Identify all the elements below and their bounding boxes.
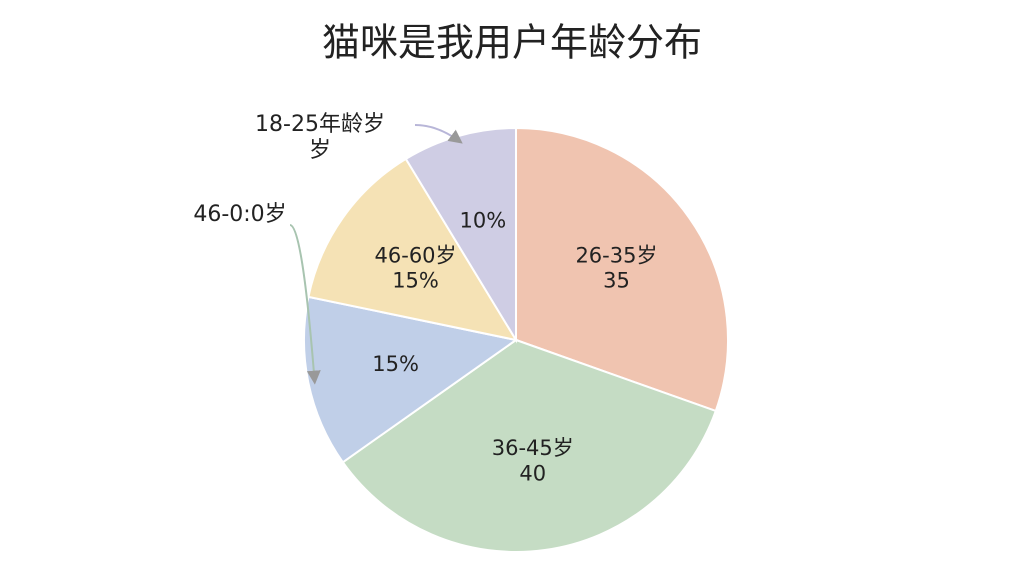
slice-category: 36-45岁 bbox=[492, 436, 574, 460]
leader-line bbox=[414, 124, 463, 144]
chart-title: 猫咪是我用户年龄分布 bbox=[322, 21, 702, 65]
slice-label: 36-45岁 40 bbox=[492, 436, 574, 485]
pie-slice bbox=[341, 338, 718, 553]
annotation: 46-0:0岁 bbox=[193, 202, 286, 227]
slice-category: 46-60岁 bbox=[375, 243, 457, 267]
pie-slice bbox=[515, 126, 729, 413]
slice-value: 15% bbox=[392, 269, 439, 293]
slice-label: 10% bbox=[459, 209, 506, 233]
slice-label: 15% bbox=[372, 352, 419, 376]
slice-label: 26-35岁 35 bbox=[575, 243, 657, 292]
annotation: 18-25年龄岁岁 bbox=[255, 112, 385, 163]
slice-label: 46-60岁 15% bbox=[375, 243, 457, 292]
leader-line bbox=[289, 224, 321, 385]
slice-value: 40 bbox=[519, 461, 546, 485]
pie-slice bbox=[307, 157, 519, 342]
slice-value: 35 bbox=[603, 269, 630, 293]
slice-category: 26-35岁 bbox=[575, 243, 657, 267]
